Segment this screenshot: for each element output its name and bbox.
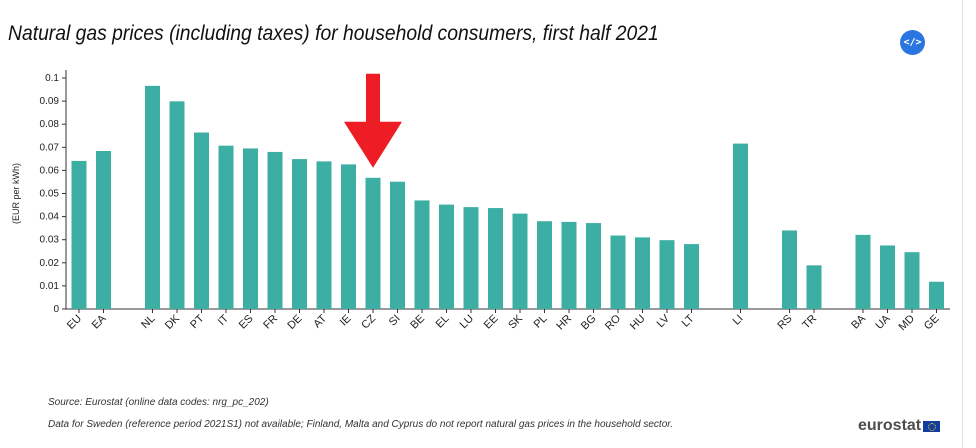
bar-dk: [169, 101, 185, 310]
highlight-arrow-icon: [344, 73, 402, 168]
bar-de: [292, 159, 307, 309]
bar-ge: [929, 281, 944, 309]
bar-chart: 0 0.01 0.02 0.03 0.04 0.05 0.06 0.07 0.08 0.09 0.1…: [11, 70, 950, 334]
y-tick-label: 0.07: [40, 142, 60, 153]
x-tick-label: BE: [408, 313, 427, 332]
y-tick-label: 0.05: [40, 189, 60, 200]
y-tick-label: 0.1: [45, 73, 59, 84]
bar-hr: [561, 221, 577, 309]
x-tick-label: AT: [311, 312, 329, 330]
bar-sk: [512, 213, 528, 309]
x-tick-label: ES: [237, 313, 256, 332]
x-tick-label: HR: [554, 313, 574, 333]
bar-at: [316, 161, 332, 309]
x-tick-label: LV: [655, 312, 673, 330]
bar-ba: [855, 234, 871, 309]
x-tick-label: IT: [216, 312, 232, 328]
x-tick-label: PT: [188, 312, 207, 331]
x-tick-label: TR: [800, 313, 819, 332]
bar-ee: [488, 208, 503, 309]
x-tick-label: GE: [922, 313, 942, 333]
x-tick-label: RO: [603, 312, 623, 332]
bar-lv: [659, 240, 675, 309]
x-tick-label: SK: [506, 312, 525, 331]
x-tick-label: MD: [897, 313, 918, 334]
bar-md: [904, 252, 920, 309]
bar-lt: [684, 244, 699, 309]
bar-bg: [586, 223, 601, 309]
bar-si: [390, 181, 405, 309]
scrollbar-edge: [962, 0, 963, 448]
eu-flag-icon: [923, 420, 941, 432]
x-tick-label: LT: [680, 312, 697, 329]
footnote: Data for Sweden (reference period 2021S1…: [48, 419, 673, 430]
y-tick-label: 0.03: [40, 235, 60, 246]
x-tick-label: EL: [434, 313, 452, 331]
bar-li: [733, 143, 748, 309]
bar-ea: [96, 150, 111, 309]
chart-title: Natural gas prices (including taxes) for…: [8, 22, 659, 45]
x-tick-label: EE: [482, 313, 501, 332]
y-tick-label: 0.06: [40, 165, 60, 176]
bar-ua: [880, 245, 895, 309]
y-axis-label: (EUR per kWh): [11, 163, 21, 224]
x-tick-label: LI: [731, 313, 746, 328]
bar-ie: [341, 164, 356, 309]
eurostat-logo[interactable]: eurostat: [858, 417, 941, 435]
y-tick-label: 0: [53, 304, 59, 315]
bar-it: [218, 145, 234, 309]
x-tick-label: RS: [775, 313, 794, 332]
bar-rs: [782, 230, 797, 309]
logo-text: eurostat: [858, 417, 922, 434]
bar-cz: [365, 177, 381, 309]
x-tick-label: DK: [163, 312, 183, 332]
bar-hu: [635, 237, 650, 309]
bar-pl: [537, 221, 552, 309]
bar-lu: [463, 207, 479, 309]
bar-eu: [71, 160, 87, 309]
bar-ro: [610, 235, 626, 309]
x-tick-label: NL: [139, 313, 157, 331]
x-tick-label: DE: [285, 313, 304, 332]
x-tick-label: BG: [579, 313, 599, 333]
y-tick-label: 0.04: [40, 212, 60, 223]
y-tick-label: 0.02: [40, 258, 60, 269]
x-tick-label: EA: [90, 312, 109, 331]
x-tick-label: SI: [387, 313, 403, 329]
x-tick-label: CZ: [359, 312, 378, 331]
x-tick-label: HU: [628, 313, 648, 333]
x-tick-label: PL: [532, 313, 550, 331]
bar-pt: [194, 132, 209, 309]
bar-es: [243, 148, 258, 309]
bar-nl: [145, 85, 160, 309]
x-tick-label: BA: [849, 312, 868, 331]
x-tick-label: LU: [458, 313, 476, 331]
embed-code-button[interactable]: </>: [900, 30, 925, 55]
y-tick-label: 0.01: [40, 281, 60, 292]
bar-fr: [267, 151, 283, 309]
y-tick-label: 0.09: [40, 96, 60, 107]
source-note: Source: Eurostat (online data codes: nrg…: [48, 397, 269, 408]
bar-be: [414, 200, 430, 309]
y-tick-label: 0.08: [40, 119, 60, 130]
x-tick-label: FR: [261, 313, 280, 332]
bar-tr: [806, 265, 822, 309]
x-tick-label: UA: [873, 312, 893, 332]
x-tick-label: IE: [338, 313, 354, 329]
bar-el: [439, 204, 454, 309]
x-tick-label: EU: [65, 313, 84, 332]
